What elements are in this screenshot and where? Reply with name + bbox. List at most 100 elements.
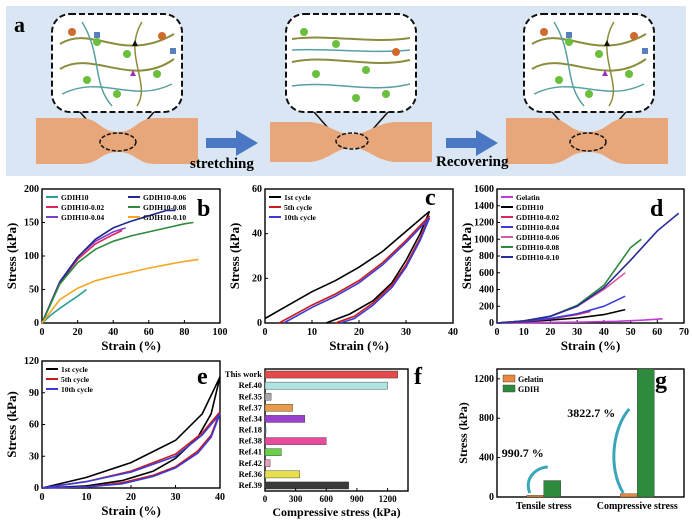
category-label: Ref.39: [239, 480, 262, 490]
category-label: Ref.36: [239, 469, 262, 479]
legend-swatch: [502, 374, 516, 383]
series-line-1st-cycle: [264, 210, 431, 324]
y-tick-label: 100: [24, 251, 39, 262]
legend-entry: GDIH10-0.04: [61, 213, 104, 222]
legend-entry: 5th cycle: [284, 203, 313, 212]
panel-letter: d: [650, 196, 664, 222]
percent-annotation: 3822.7 %: [567, 406, 615, 420]
legend-entry: 5th cycle: [61, 375, 90, 384]
x-tick-label: 10: [82, 492, 92, 503]
series-line-gdih10: [41, 288, 87, 324]
category-label: Tensile stress: [516, 501, 572, 512]
y-tick-label: 30: [29, 451, 39, 462]
sample-initial: [36, 118, 198, 164]
x-tick-label: 0: [263, 327, 268, 338]
category-label: Ref.40: [239, 380, 262, 390]
bar: [620, 493, 638, 498]
legend-entry: 10th cycle: [61, 385, 94, 394]
bar: [637, 368, 655, 498]
y-tick-label: 200: [24, 184, 39, 195]
y-tick-label: 800: [479, 413, 494, 424]
x-tick-label: 600: [320, 494, 334, 504]
bar: [264, 404, 293, 412]
x-tick-label: 1200: [379, 494, 398, 504]
series-line-gdih10-0-08: [41, 221, 194, 324]
x-tick-label: 40: [215, 492, 225, 503]
category-label: Ref.18: [239, 425, 262, 435]
series-line-gdih10-0-10: [496, 212, 680, 324]
y-tick-label: 1200: [474, 374, 494, 385]
x-tick-label: 0: [495, 327, 500, 338]
network-schematic-1: [51, 13, 183, 113]
y-axis-label: Stress (kPa): [459, 223, 474, 290]
bar: [526, 495, 544, 498]
legend-entry: GDIH: [518, 385, 540, 394]
legend-entry: GDIH10-0.04: [516, 223, 559, 232]
network-schematic-3: [523, 13, 655, 113]
y-tick-label: 600: [479, 268, 494, 279]
panel-e: 0 10 20 30 40 0 30 60 90 120 Strain (%) Stress (kPa…: [4, 356, 225, 518]
y-tick-label: 1400: [474, 201, 494, 212]
bar: [264, 426, 267, 434]
panel-b: 0 20 40 60 80 100 0 50 100 150 200 Strain (%) Stress…: [4, 184, 228, 353]
x-tick-label: 60: [144, 327, 154, 338]
stretch-arrow: [206, 130, 258, 156]
x-tick-label: 300: [289, 494, 303, 504]
y-tick-label: 0: [489, 492, 494, 503]
legend-entry: GDIH10-0.10: [143, 213, 186, 222]
y-axis-label: Stress (kPa): [456, 402, 470, 463]
y-tick-label: 400: [479, 453, 494, 464]
legend-entry: GDIH10-0.08: [516, 243, 559, 252]
x-tick-label: 10: [307, 327, 317, 338]
x-tick-label: 0: [40, 327, 45, 338]
y-axis-label: Stress (kPa): [4, 223, 19, 290]
legend-entry: Gelatin: [518, 375, 544, 384]
category-label: Ref.34: [239, 413, 263, 423]
bar: [264, 415, 306, 423]
y-axis-label: Stress (kPa): [227, 223, 242, 290]
legend-entry: GDIH10-0.02: [61, 203, 104, 212]
y-tick-label: 1000: [474, 234, 494, 245]
y-tick-label: 0: [489, 318, 494, 329]
legend-entry: Gelatin: [516, 193, 541, 202]
panel-d: 0 10 20 30 40 50 60 70 0 200 400 600 800 1000 1200 1400…: [459, 184, 689, 353]
panel-letter: b: [197, 196, 210, 222]
y-tick-label: 150: [24, 218, 39, 229]
bar: [264, 459, 271, 468]
y-axis-label: Stress (kPa): [4, 391, 19, 458]
bar: [264, 470, 300, 479]
category-label: This work: [225, 369, 262, 379]
x-tick-label: 60: [652, 327, 662, 338]
x-tick-label: 20: [354, 327, 364, 338]
legend-entry: 1st cycle: [61, 365, 89, 374]
sample-recovered: [506, 118, 668, 164]
x-tick-label: 0: [40, 492, 45, 503]
bar: [264, 381, 388, 390]
y-tick-label: 90: [29, 388, 39, 399]
series-line-5th-cycle: [278, 215, 431, 324]
x-tick-label: 900: [350, 494, 364, 504]
bar: [264, 448, 282, 456]
y-tick-label: 20: [252, 273, 262, 284]
y-tick-label: 0: [34, 483, 39, 494]
series-line-gdih10-0-10: [41, 258, 199, 324]
panel-letter: c: [425, 185, 436, 211]
legend-entry: GDIH10-0.06: [143, 193, 186, 202]
panel-a: a: [6, 6, 686, 176]
legend-entry: GDIH10: [516, 203, 544, 212]
legend-entry: GDIH10-0.10: [516, 253, 559, 262]
x-tick-label: 70: [679, 327, 689, 338]
legend-swatch: [502, 384, 516, 393]
category-label: Ref.37: [239, 402, 263, 412]
x-tick-label: 0: [263, 494, 268, 504]
panel-letter: f: [414, 364, 423, 390]
panel-a-letter: a: [14, 12, 25, 37]
series-line-10th-cycle: [283, 217, 431, 324]
x-axis-label: Strain (%): [101, 338, 161, 353]
category-label: Compressive stress: [597, 501, 678, 512]
y-tick-label: 1200: [474, 218, 494, 229]
y-tick-label: 400: [479, 285, 494, 296]
category-label: Ref.41: [239, 447, 262, 457]
y-tick-label: 120: [24, 356, 39, 367]
